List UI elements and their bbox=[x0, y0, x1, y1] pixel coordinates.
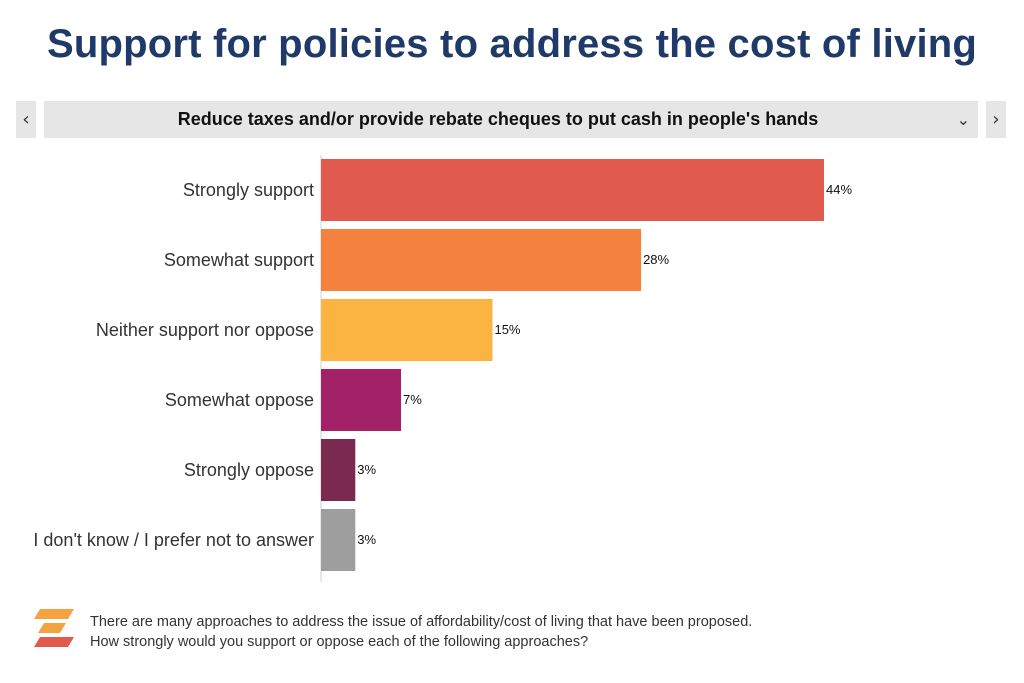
brand-logo-icon bbox=[34, 609, 74, 647]
category-label: Neither support nor oppose bbox=[96, 320, 314, 340]
bar[interactable] bbox=[321, 229, 642, 291]
chevron-right-icon: › bbox=[992, 109, 1000, 130]
bar[interactable] bbox=[321, 509, 356, 571]
bar-chart: Strongly support 44% Somewhat support 28% Ne… bbox=[33, 155, 852, 582]
chevron-down-icon: ⌄ bbox=[956, 110, 970, 129]
bar[interactable] bbox=[321, 439, 356, 501]
category-label: Somewhat support bbox=[164, 250, 314, 270]
next-button[interactable]: › bbox=[986, 101, 1006, 138]
category-label: I don't know / I prefer not to answer bbox=[33, 530, 314, 550]
survey-question-line: How strongly would you support or oppose… bbox=[90, 634, 589, 650]
category-label: Strongly oppose bbox=[184, 460, 314, 480]
chart-title: Support for policies to address the cost… bbox=[46, 22, 978, 66]
policy-dropdown-value: Reduce taxes and/or provide rebate chequ… bbox=[177, 109, 819, 129]
chevron-left-icon: ‹ bbox=[22, 109, 30, 130]
value-label: 7% bbox=[403, 392, 422, 407]
survey-question: There are many approaches to address the… bbox=[90, 612, 990, 652]
bar[interactable] bbox=[321, 299, 493, 361]
category-label: Somewhat oppose bbox=[165, 390, 314, 410]
prev-button[interactable]: ‹ bbox=[16, 101, 36, 138]
bar[interactable] bbox=[321, 159, 824, 221]
value-label: 28% bbox=[643, 252, 669, 267]
value-label: 44% bbox=[826, 182, 852, 197]
bar[interactable] bbox=[321, 369, 402, 431]
value-label: 3% bbox=[357, 462, 376, 477]
category-label: Strongly support bbox=[183, 180, 314, 200]
value-label: 15% bbox=[494, 322, 520, 337]
survey-question-line: There are many approaches to address the… bbox=[90, 614, 753, 630]
value-label: 3% bbox=[357, 532, 376, 547]
policy-dropdown[interactable]: Reduce taxes and/or provide rebate chequ… bbox=[44, 101, 978, 138]
